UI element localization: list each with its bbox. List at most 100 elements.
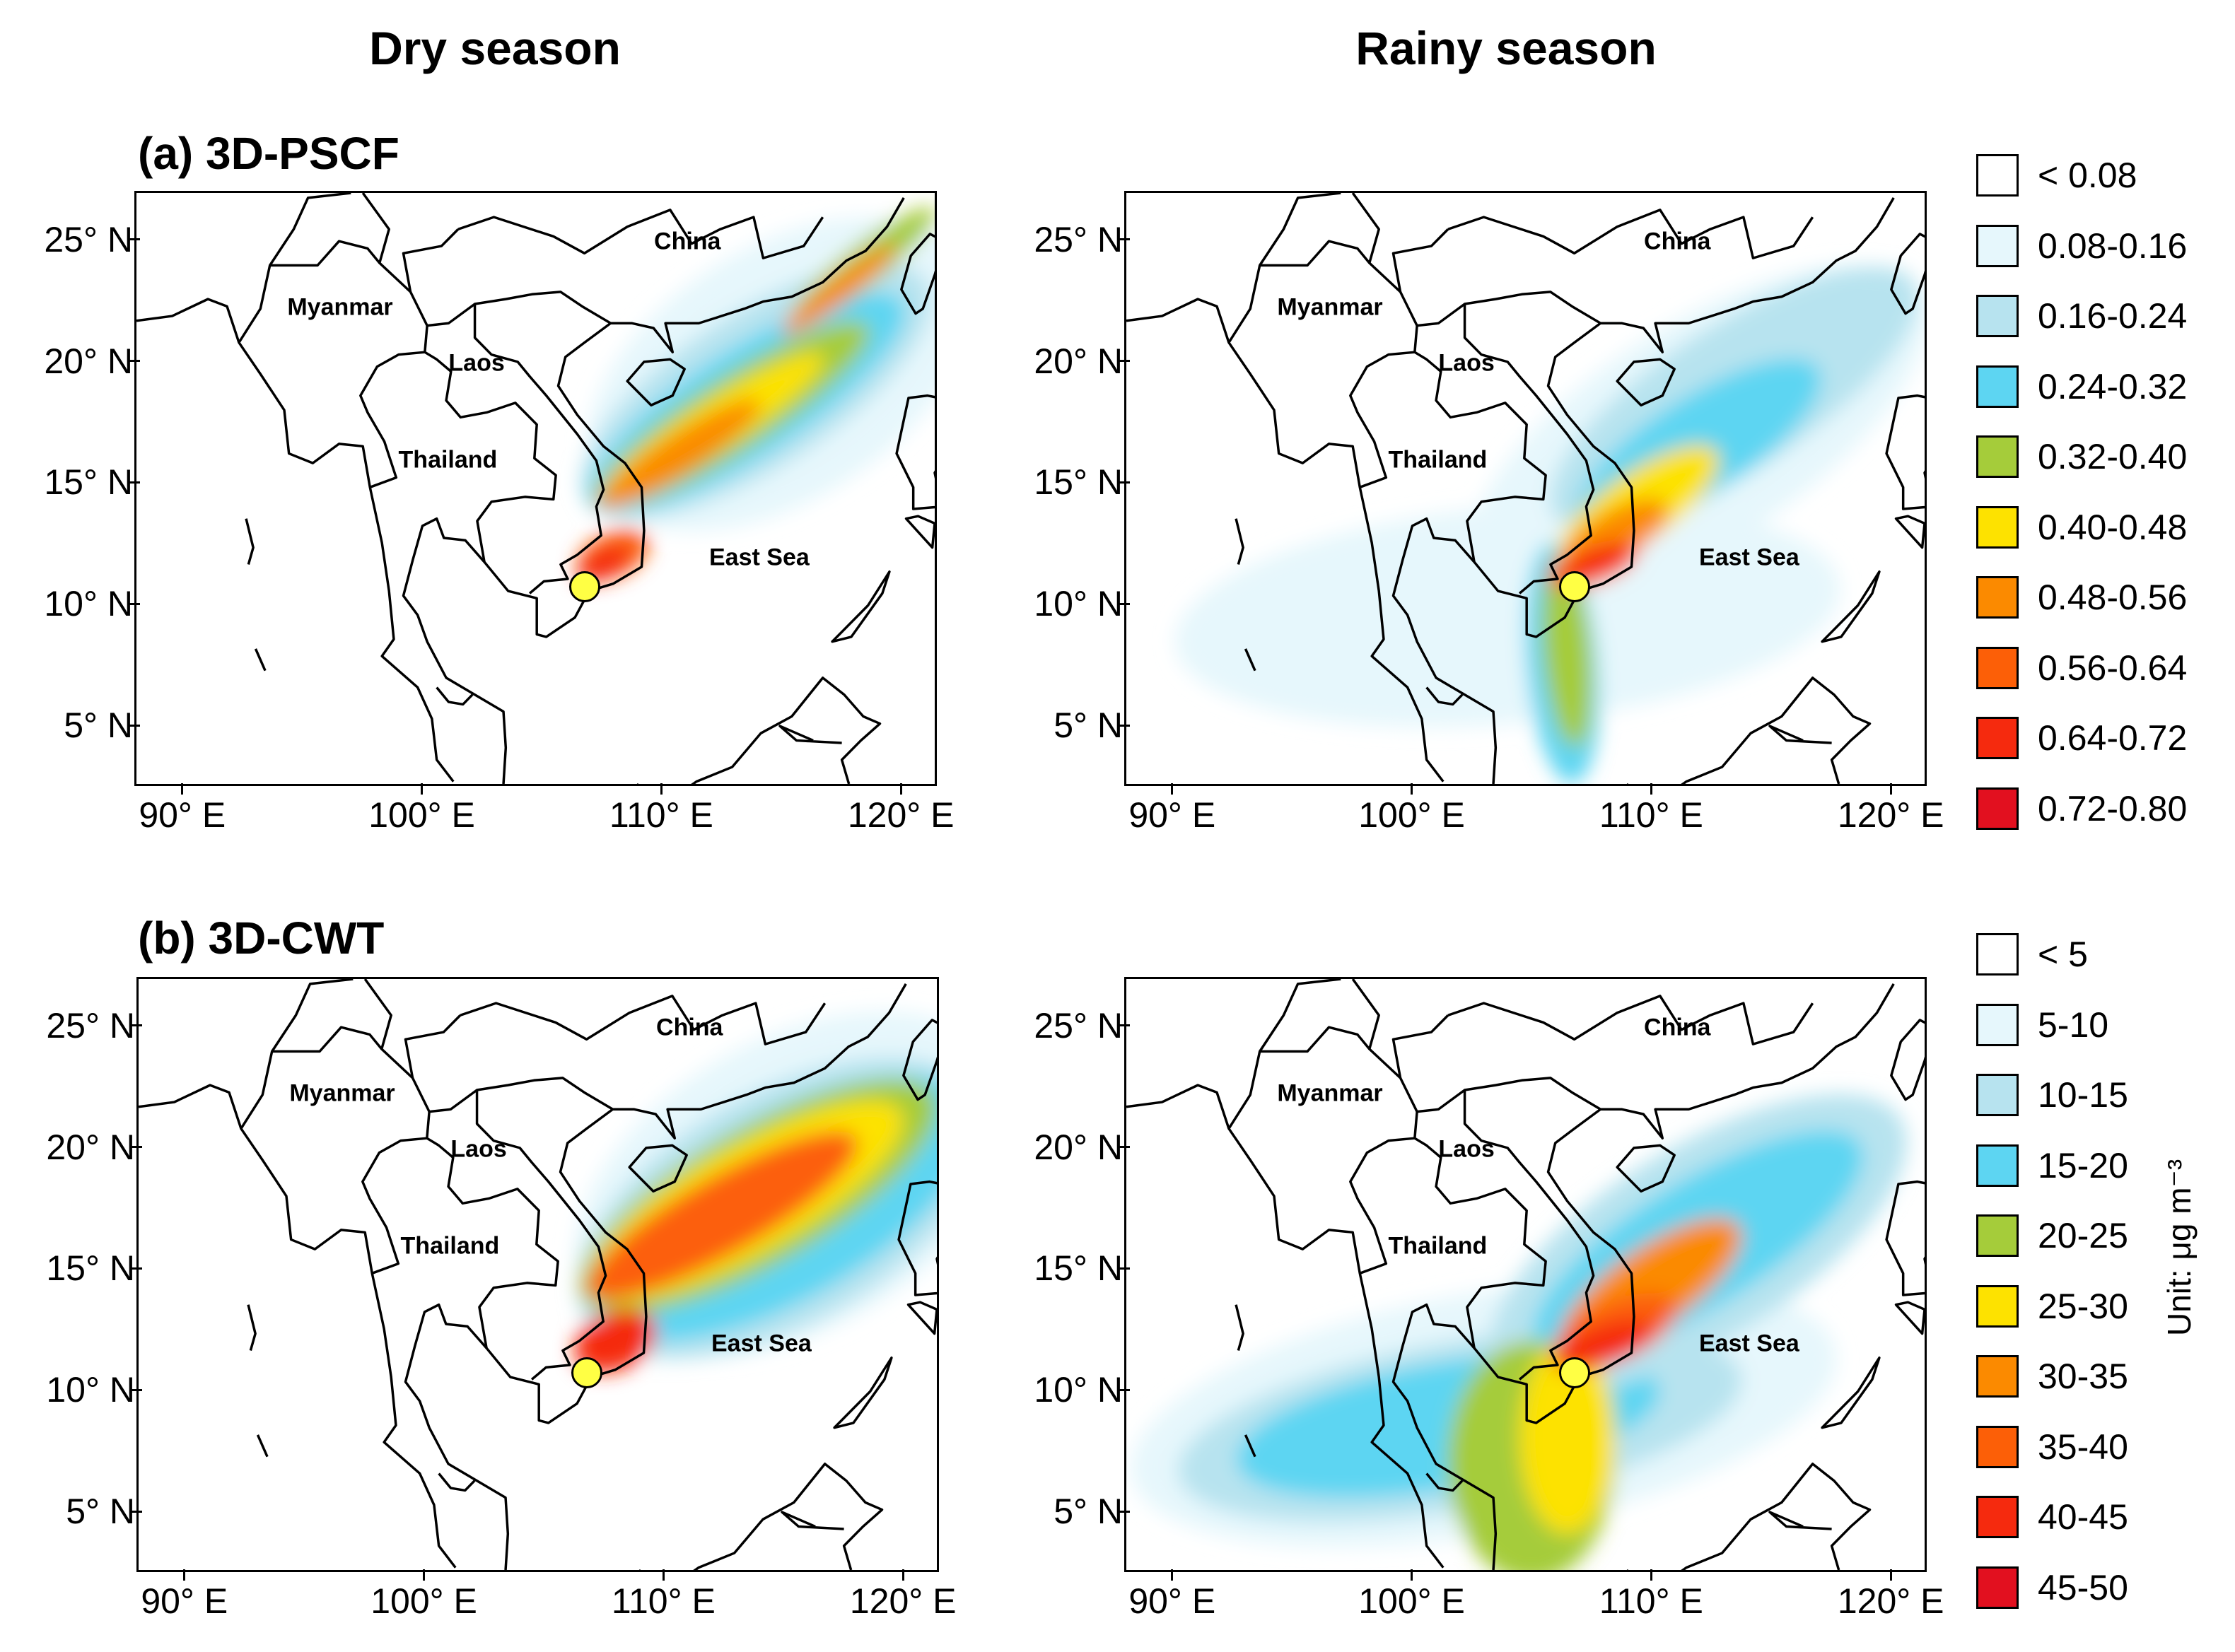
boundary-line: [638, 1463, 884, 1570]
legend-label: 20-25: [2038, 1216, 2128, 1255]
lat-tick-label: 5° N: [64, 705, 133, 746]
lat-tick-label: 10° N: [44, 584, 133, 624]
lat-tick-label: 20° N: [1034, 1127, 1123, 1167]
boundary-line: [1349, 1137, 1415, 1275]
boundary-line: [402, 228, 460, 293]
map-svg: [1126, 193, 1925, 784]
island-outline: [626, 358, 686, 406]
boundary-line: [238, 193, 351, 344]
legend-label: 45-50: [2038, 1567, 2128, 1607]
island-outline: [895, 394, 935, 510]
lon-tick-mark: [660, 783, 663, 795]
place-label-myanmar: Myanmar: [287, 293, 393, 321]
legend-label: 0.72-0.80: [2038, 788, 2188, 828]
lon-tick-mark: [183, 1569, 186, 1581]
lat-tick-mark: [131, 1510, 142, 1513]
boundary-line: [460, 995, 827, 1045]
lat-tick-mark: [131, 1146, 142, 1149]
boundary-line: [1463, 303, 1595, 594]
lon-tick-mark: [181, 783, 184, 795]
plume-level-7: [587, 1131, 858, 1300]
lon-tick-label: 90° E: [1128, 1581, 1216, 1621]
boundary-line: [1351, 979, 1601, 1113]
boundary-line: [404, 1014, 462, 1079]
boundary-line: [475, 1089, 607, 1381]
pscf-row-title: (a) 3D-PSCF: [138, 128, 399, 179]
plume-level-8: [1564, 545, 1633, 579]
legend-swatch: [1976, 646, 2019, 689]
island-outline: [1821, 1357, 1881, 1429]
place-label-east-sea: East Sea: [709, 544, 810, 570]
lat-tick-mark: [129, 360, 140, 363]
legend-label: < 5: [2038, 935, 2088, 974]
boundary-line: [457, 209, 824, 259]
lon-tick-label: 110° E: [609, 795, 713, 835]
boundary-line: [1244, 648, 1256, 672]
boundary-line: [269, 240, 381, 267]
legend-swatch: [1976, 1425, 2019, 1468]
lon-tick-label: 120° E: [1837, 1581, 1944, 1621]
legend-swatch: [1976, 1355, 2019, 1398]
lon-tick-label: 100° E: [368, 795, 475, 835]
lon-tick-mark: [1171, 783, 1174, 795]
lon-tick-mark: [421, 783, 424, 795]
plume-level-5: [1519, 1340, 1615, 1534]
legend-label: 30-35: [2038, 1357, 2128, 1396]
boundary-line: [1235, 1304, 1244, 1352]
place-label-laos: Laos: [1438, 349, 1495, 377]
boundary-line: [1413, 1111, 1547, 1349]
lat-tick-label: 10° N: [1034, 1370, 1123, 1410]
lat-tick-label: 25° N: [46, 1005, 135, 1045]
lat-tick-label: 10° N: [1034, 584, 1123, 624]
place-label-thailand: Thailand: [400, 1232, 500, 1260]
boundary-line: [426, 1111, 559, 1349]
boundary-line: [1768, 1511, 1832, 1530]
legend-label: 0.24-0.32: [2038, 366, 2188, 406]
boundary-line: [1447, 995, 1814, 1045]
lon-tick-label: 90° E: [139, 795, 226, 835]
legend-swatch: [1976, 295, 2019, 337]
boundary-line: [1447, 209, 1814, 259]
lon-tick-mark: [1650, 783, 1652, 795]
map-cwt-rainy: China Myanmar Laos Thailand East Sea: [1124, 977, 1927, 1572]
plume-layer: [576, 207, 935, 582]
lon-tick-label: 110° E: [1599, 795, 1703, 835]
lat-tick-mark: [1119, 1267, 1130, 1270]
boundary-line: [1227, 979, 1341, 1130]
island-outline: [1885, 1180, 1925, 1296]
boundary-line: [247, 1304, 257, 1352]
boundary-line: [136, 298, 455, 783]
lat-tick-mark: [1119, 1146, 1130, 1149]
lon-tick-label: 120° E: [847, 795, 955, 835]
lat-tick-mark: [131, 1267, 142, 1270]
lat-tick-mark: [129, 238, 140, 241]
boundary-line: [361, 193, 612, 327]
boundary-line: [1259, 1026, 1371, 1053]
dry-season-title: Dry season: [369, 22, 621, 74]
boundary-line: [245, 518, 255, 566]
lat-tick-mark: [131, 1388, 142, 1391]
boundary-line: [1391, 1014, 1449, 1079]
legend-label: 0.64-0.72: [2038, 718, 2188, 758]
legend-swatch: [1976, 1214, 2019, 1257]
cwt-row-title: (b) 3D-CWT: [138, 913, 385, 963]
place-label-laos: Laos: [450, 1135, 507, 1163]
boundary-line: [1349, 351, 1415, 488]
lat-tick-mark: [1119, 1388, 1130, 1391]
legend-swatch: [1976, 505, 2019, 549]
legend-label: 0.16-0.24: [2038, 296, 2188, 336]
lon-tick-label: 100° E: [370, 1581, 477, 1621]
lon-tick-label: 120° E: [849, 1581, 957, 1621]
boundary-line: [436, 686, 474, 706]
lat-tick-mark: [1119, 238, 1130, 241]
lon-tick-label: 100° E: [1358, 1581, 1465, 1621]
island-outline: [831, 570, 891, 643]
legend-swatch: [1976, 933, 2019, 976]
lon-tick-label: 90° E: [141, 1581, 228, 1621]
rainy-season-title: Rainy season: [1355, 22, 1657, 74]
boundary-line: [438, 1472, 476, 1492]
legend-label: 25-30: [2038, 1286, 2128, 1326]
legend-label: 5-10: [2038, 1004, 2109, 1045]
boundary-line: [781, 1511, 844, 1530]
monitoring-site-marker: [1558, 1357, 1590, 1388]
